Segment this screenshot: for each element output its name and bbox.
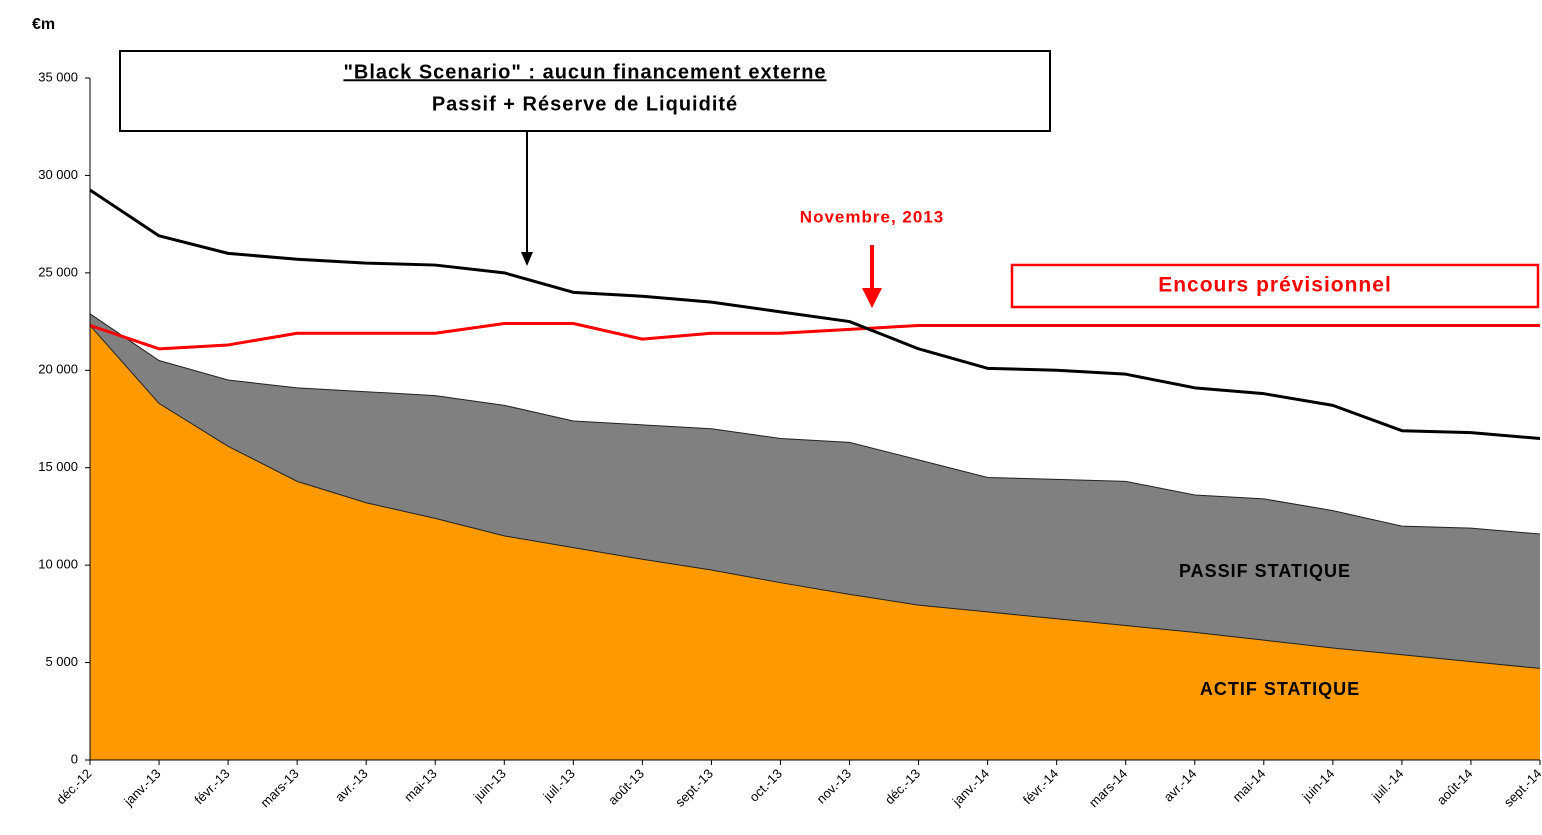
y-tick-label: 15 000 [38, 459, 78, 474]
x-tick-label: mai-13 [401, 766, 440, 805]
y-tick-label: 0 [71, 751, 78, 766]
y-tick-label: 35 000 [38, 69, 78, 84]
x-tick-label: juin-14 [1298, 766, 1337, 805]
annotation: Passif + Réserve de Liquidité [432, 93, 738, 115]
area [90, 325, 1540, 760]
area-edge [89, 313, 1541, 535]
x-tick-label: févr.-14 [1020, 766, 1061, 807]
x-tick-label: sept.-14 [1501, 766, 1542, 810]
y-tick-label: 20 000 [38, 362, 78, 377]
line [89, 322, 1540, 351]
x-tick-label: avr.-14 [1161, 766, 1200, 805]
x-tick-label: août-13 [605, 766, 647, 808]
y-tick-label: 10 000 [38, 557, 78, 572]
area-label: PASSIF STATIQUE [1179, 561, 1351, 581]
arrow-head [521, 252, 533, 266]
area-edge [89, 325, 1541, 669]
annotation-box [119, 50, 1051, 132]
x-tick-label: févr.-13 [191, 766, 232, 807]
x-tick-label: avr.-13 [332, 766, 371, 805]
line [89, 188, 1541, 440]
x-tick-label: déc.-13 [882, 766, 923, 807]
y-axis-label: €m [32, 16, 55, 33]
legend-label: Encours prévisionnel [1158, 274, 1392, 297]
y-tick-label: 30 000 [38, 167, 78, 182]
x-tick-label: sept.-13 [672, 766, 716, 810]
x-tick-label: mai-14 [1230, 766, 1269, 805]
arrow-head [862, 288, 882, 308]
x-tick-label: août-14 [1434, 766, 1476, 808]
annotation: Novembre, 2013 [800, 207, 944, 226]
y-tick-label: 5 000 [45, 654, 78, 669]
x-tick-label: juil.-14 [1368, 766, 1406, 804]
area-label: ACTIF STATIQUE [1200, 679, 1360, 699]
y-tick-label: 25 000 [38, 264, 78, 279]
x-tick-label: déc.-12 [53, 766, 94, 807]
x-tick-label: janv.-14 [949, 766, 992, 809]
x-tick-label: oct.-13 [746, 766, 785, 805]
x-tick-label: juil.-13 [539, 766, 577, 804]
annotation: "Black Scenario" : aucun financement ext… [343, 61, 826, 83]
legend-box [1010, 263, 1540, 309]
x-tick-label: nov.-13 [813, 766, 854, 807]
x-tick-label: janv.-13 [120, 766, 163, 809]
plot-area: 0 5 000 10 000 15 000 20 000 25 000 30 000 35 0… [38, 69, 1542, 810]
x-tick-label: mars-13 [257, 766, 301, 810]
x-tick-label: mars-14 [1086, 766, 1130, 810]
x-tick-label: juin-13 [470, 766, 509, 805]
